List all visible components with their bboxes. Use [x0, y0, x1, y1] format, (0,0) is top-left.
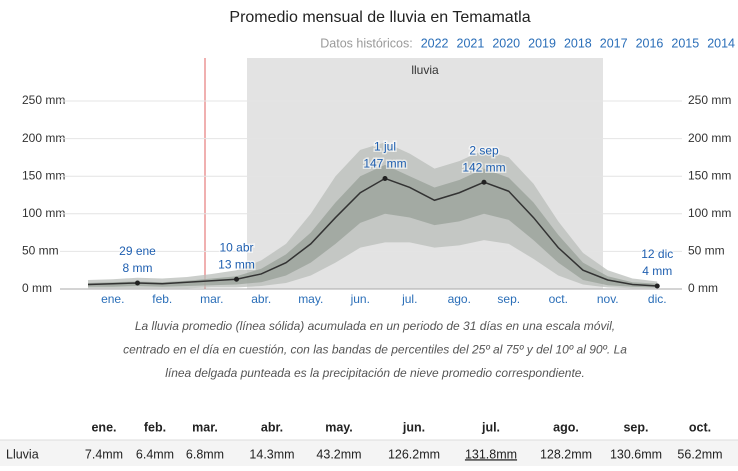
caption-line: centrado en el día en cuestión, con las … [123, 343, 627, 357]
y2-tick-label: 50 mm [688, 244, 725, 258]
annotation-date: 1 jul [374, 140, 396, 154]
year-link[interactable]: 2019 [528, 36, 556, 50]
y-tick-label: 0 mm [22, 281, 52, 295]
y2-tick-label: 150 mm [688, 168, 731, 182]
x-tick-label: jul. [401, 292, 417, 306]
rain-line [87, 177, 658, 287]
y-tick-label: 200 mm [22, 131, 65, 145]
table-cell: 128.2mm [540, 447, 592, 461]
table-cell: 130.6mm [610, 447, 662, 461]
year-link[interactable]: 2020 [492, 36, 520, 50]
x-tick-label: may. [298, 292, 323, 306]
annotation-amount: 147 mm [363, 157, 406, 171]
annotation-date: 12 dic [641, 247, 673, 261]
caption-line: La lluvia promedio (línea sólida) acumul… [135, 319, 615, 333]
season-label: lluvia [411, 63, 439, 77]
chart-title: Promedio mensual de lluvia en Temamatla [229, 9, 530, 26]
y-tick-label: 150 mm [22, 168, 65, 182]
table-row-label: Lluvia [6, 447, 39, 461]
x-tick-label: dic. [648, 292, 667, 306]
annotation-amount: 8 mm [123, 261, 153, 275]
x-tick-label: abr. [251, 292, 271, 306]
annotation-dot [382, 175, 388, 181]
y2-tick-label: 100 mm [688, 206, 731, 220]
x-tick-label: oct. [549, 292, 568, 306]
year-link[interactable]: 2014 [707, 36, 735, 50]
table-cell: 43.2mm [316, 447, 361, 461]
percentile-band [88, 164, 658, 288]
annotation-dot [135, 280, 140, 286]
table-cell: 6.8mm [186, 447, 224, 461]
annotation-amount: 4 mm [642, 264, 672, 278]
annotation-amount: 142 mm [462, 160, 505, 174]
table-header: may. [325, 420, 353, 434]
table-cell: 131.8mm [465, 447, 517, 461]
table-cell: 14.3mm [249, 447, 294, 461]
year-link[interactable]: 2017 [600, 36, 628, 50]
table-header: ene. [91, 420, 116, 434]
y-tick-label: 50 mm [22, 244, 59, 258]
history-label: Datos históricos: [320, 36, 412, 50]
x-tick-label: sep. [497, 292, 520, 306]
annotation-date: 29 ene [119, 244, 156, 258]
annotation-dot [234, 276, 239, 282]
year-link[interactable]: 2021 [457, 36, 485, 50]
table-cell: 6.4mm [136, 447, 174, 461]
annotation-dot [654, 283, 660, 289]
x-tick-label: nov. [597, 292, 619, 306]
table-header: mar. [192, 420, 218, 434]
table-header: ago. [553, 420, 579, 434]
table-header: feb. [144, 420, 166, 434]
y-tick-label: 100 mm [22, 206, 65, 220]
table-cell: 126.2mm [388, 447, 440, 461]
year-link[interactable]: 2015 [671, 36, 699, 50]
table-header: jun. [402, 420, 425, 434]
annotation-dot [481, 179, 487, 185]
y2-tick-label: 250 mm [688, 93, 731, 107]
table-row-bg [0, 440, 738, 466]
annotation-date: 10 abr [219, 240, 253, 254]
year-link[interactable]: 2018 [564, 36, 592, 50]
y2-tick-label: 200 mm [688, 131, 731, 145]
x-tick-label: feb. [152, 292, 172, 306]
x-tick-label: ene. [101, 292, 124, 306]
table-header: sep. [623, 420, 648, 434]
table-header: abr. [261, 420, 283, 434]
x-tick-label: mar. [200, 292, 223, 306]
annotation-date: 2 sep [469, 143, 499, 157]
x-tick-label: ago. [448, 292, 471, 306]
y-tick-label: 250 mm [22, 93, 65, 107]
table-cell: 56.2mm [677, 447, 722, 461]
table-header: oct. [689, 420, 711, 434]
year-link[interactable]: 2016 [636, 36, 664, 50]
year-link[interactable]: 2022 [421, 36, 449, 50]
caption-line: línea delgada punteada es la precipitaci… [165, 366, 585, 380]
y2-tick-label: 0 mm [688, 281, 718, 295]
annotation-amount: 13 mm [218, 257, 255, 271]
table-header: jul. [481, 420, 500, 434]
x-tick-label: jun. [350, 292, 370, 306]
table-cell: 7.4mm [85, 447, 123, 461]
